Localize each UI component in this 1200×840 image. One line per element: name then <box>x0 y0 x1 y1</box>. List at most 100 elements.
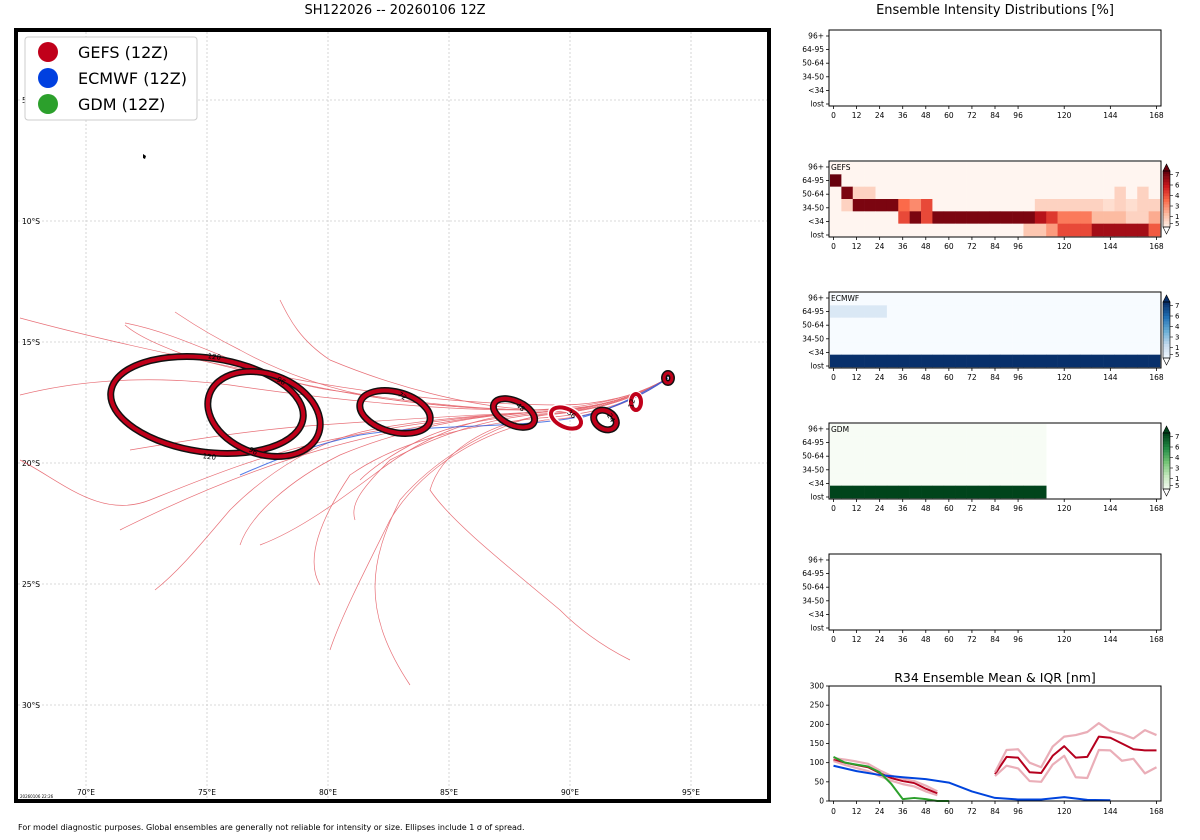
heatmap-cell <box>886 186 899 200</box>
x-tick-label: 36 <box>898 635 908 644</box>
heatmap-cell <box>1000 293 1013 306</box>
x-tick-label: 168 <box>1149 504 1164 513</box>
heatmap-cell <box>932 436 945 449</box>
heatmap-cell <box>932 473 945 486</box>
x-tick-label: 120 <box>1057 373 1072 382</box>
heatmap-cell <box>921 293 933 306</box>
heatmap-cell <box>909 293 922 306</box>
y-tick-label: 64-95 <box>802 176 824 185</box>
heatmap-cell <box>830 448 842 462</box>
heatmap-cell <box>1080 317 1093 331</box>
heatmap-cell <box>989 342 1001 355</box>
heatmap-cell <box>989 174 1001 187</box>
heatmap-cell <box>1046 293 1058 306</box>
heatmap-cell <box>1034 448 1047 462</box>
heatmap-cell <box>841 223 854 237</box>
r34-series-line <box>833 764 1111 802</box>
y-tick-label: 34-50 <box>802 596 824 605</box>
colorbar-tick-label: 15 <box>1175 213 1180 221</box>
heatmap-cell <box>852 436 865 449</box>
heatmap-cell <box>977 186 990 200</box>
heatmap-cell <box>1012 293 1024 306</box>
heatmap-cell <box>1125 317 1138 331</box>
heatmap-cell <box>1103 317 1115 331</box>
heatmap-cell <box>1091 293 1104 306</box>
heatmap-cell <box>1091 317 1104 331</box>
ellipse-label: 72 <box>396 391 408 403</box>
heatmap-cell <box>1137 162 1149 175</box>
heatmap-cell <box>943 342 956 355</box>
ellipse-96h <box>205 369 323 459</box>
heatmap-cell <box>841 461 854 474</box>
colorbar-tick-label: 30 <box>1175 203 1180 211</box>
heatmap-cell <box>852 223 865 237</box>
heatmap-cell <box>898 424 910 437</box>
r34-x-tick-label: 96 <box>1013 807 1023 816</box>
y-tick-label: lost <box>810 100 824 109</box>
heatmap-cell <box>989 448 1001 462</box>
heatmap-cell <box>1103 354 1115 368</box>
heatmap-cell <box>1000 330 1013 343</box>
x-tick-label: 24 <box>875 111 885 120</box>
heatmap-cell <box>841 342 854 355</box>
heatmap-cell <box>909 354 922 368</box>
y-tick-label: 50-64 <box>802 59 824 68</box>
colorbar-segment <box>1163 304 1170 308</box>
x-tick-label: 12 <box>852 635 862 644</box>
heatmap-cell <box>886 305 899 318</box>
colorbar-tick-label: 30 <box>1175 465 1180 473</box>
heatmap-cell <box>989 473 1001 486</box>
heatmap-cell <box>864 354 876 368</box>
map-grid <box>18 32 768 800</box>
heatmap-cell <box>898 436 910 449</box>
heatmap-cell <box>1057 186 1070 200</box>
ellipse-label: 96 <box>247 446 259 458</box>
heatmap-cell <box>909 162 922 175</box>
heatmap-cell <box>1057 174 1070 187</box>
heatmap-cell <box>1023 162 1036 175</box>
r34-y-tick-label: 250 <box>810 701 825 710</box>
heatmap-cell <box>830 211 842 224</box>
heatmap-cell <box>830 162 842 175</box>
y-tick-label: <34 <box>808 610 824 619</box>
heatmap-cell <box>1034 186 1047 200</box>
heatmap-cell <box>955 317 967 331</box>
heatmap-cell <box>830 199 842 212</box>
heatmap-cell <box>955 162 967 175</box>
heatmap-cell <box>886 174 899 187</box>
heatmap-cell <box>1125 174 1138 187</box>
heatmap-cell <box>1023 293 1036 306</box>
x-tick-label: 60 <box>944 373 954 382</box>
colorbar-tick-label: 60 <box>1175 182 1180 190</box>
heatmap-cell <box>875 223 888 237</box>
heatmap-cell <box>1000 448 1013 462</box>
heatmap-cell <box>943 199 956 212</box>
heatmap-cell <box>909 473 922 486</box>
heatmap-cell <box>886 448 899 462</box>
ellipse-12h <box>629 392 643 412</box>
heatmap-cell <box>1012 174 1024 187</box>
y-tick-label: 50-64 <box>802 452 824 461</box>
colorbar-segment <box>1163 190 1170 194</box>
heatmap-cell <box>977 461 990 474</box>
lat-tick-label: 25°S <box>22 580 40 589</box>
colorbar-segment <box>1163 458 1170 462</box>
heatmap-cell <box>852 485 865 499</box>
heatmap-cell <box>898 186 910 200</box>
colorbar-segment <box>1163 483 1170 487</box>
heatmap-cell <box>841 330 854 343</box>
heatmap-cell <box>1057 199 1070 212</box>
heatmap-cell <box>1080 223 1093 237</box>
heatmap-cell <box>921 174 933 187</box>
y-tick-label: 50-64 <box>802 583 824 592</box>
heatmap-cell <box>977 317 990 331</box>
x-tick-label: 96 <box>1013 373 1023 382</box>
heatmap-cell <box>898 342 910 355</box>
heatmap-cell <box>852 305 865 318</box>
heatmap-cell <box>977 473 990 486</box>
heatmap-cell <box>921 473 933 486</box>
heatmap-cell <box>1125 354 1138 368</box>
colorbar-segment <box>1163 447 1170 451</box>
heatmap-cell <box>955 199 967 212</box>
heatmap-cell <box>1103 223 1115 237</box>
